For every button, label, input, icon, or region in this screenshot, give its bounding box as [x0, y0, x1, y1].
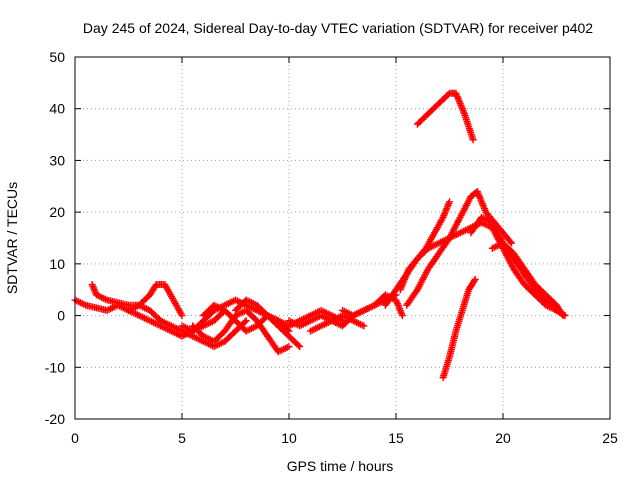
series-track-14 — [413, 89, 477, 144]
series-track-15 — [439, 275, 479, 382]
data-point — [559, 312, 567, 320]
x-tick-label: 15 — [388, 430, 404, 446]
data-point — [470, 277, 478, 285]
x-tick-label: 10 — [281, 430, 297, 446]
series-track-13 — [403, 187, 516, 309]
chart-title: Day 245 of 2024, Sidereal Day-to-day VTE… — [83, 20, 593, 36]
series-track-5 — [189, 306, 293, 356]
y-tick-label: 10 — [49, 256, 65, 272]
data-point — [294, 341, 302, 349]
data-point — [471, 275, 479, 283]
series-track-10 — [339, 291, 406, 320]
series-track-12 — [396, 198, 453, 294]
series-track-2 — [88, 281, 186, 320]
data-point — [508, 239, 516, 247]
data-point — [360, 322, 368, 330]
y-tick-label: 50 — [49, 49, 65, 65]
x-tick-label: 25 — [602, 430, 618, 446]
x-tick-label: 0 — [71, 430, 79, 446]
data-point — [285, 343, 293, 351]
y-tick-label: 20 — [49, 204, 65, 220]
x-tick-label: 5 — [178, 430, 186, 446]
series-track-7 — [232, 296, 304, 351]
y-tick-label: 40 — [49, 101, 65, 117]
data-point — [398, 312, 406, 320]
series-track-17 — [488, 239, 567, 320]
data-layer — [71, 89, 569, 382]
y-axis-label: SDTVAR / TECUs — [4, 182, 20, 294]
data-point — [506, 238, 514, 246]
y-tick-label: 0 — [57, 308, 65, 324]
tick-labels: 0 5 10 15 20 25 -20 -10 0 10 20 30 40 50 — [45, 49, 618, 446]
grid — [75, 57, 610, 419]
data-point — [178, 312, 186, 320]
y-tick-label: -10 — [45, 359, 65, 375]
data-point — [296, 343, 304, 351]
y-tick-label: 30 — [49, 152, 65, 168]
data-point — [558, 310, 566, 318]
data-point — [242, 317, 250, 325]
x-axis-label: GPS time / hours — [287, 458, 394, 474]
data-point — [241, 318, 249, 326]
y-tick-label: -20 — [45, 411, 65, 427]
data-point — [446, 198, 453, 206]
x-tick-label: 20 — [495, 430, 511, 446]
ticks — [74, 56, 611, 420]
plot-frame — [74, 56, 611, 420]
series-track-16 — [467, 213, 560, 314]
data-point — [469, 136, 477, 144]
